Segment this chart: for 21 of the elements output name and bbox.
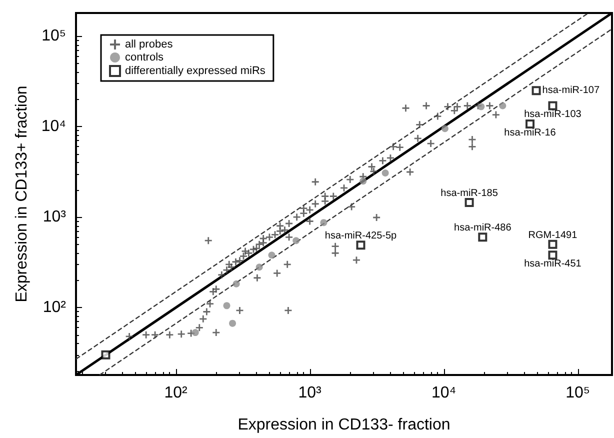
x-tick-label: 10²: [164, 384, 188, 402]
legend-label: controls: [125, 52, 164, 64]
annotation: hsa-miR-451: [524, 258, 582, 270]
y-tick-label: 10⁴: [41, 118, 66, 136]
x-tick-label: 10⁵: [566, 384, 590, 402]
x-tick-label: 10⁴: [431, 384, 456, 402]
x-axis-title: Expression in CD133- fraction: [238, 416, 450, 434]
y-tick-label: 10²: [42, 299, 67, 316]
annotation: hsa-miR-425-5p: [324, 230, 398, 242]
annotation: hsa-miR-103: [524, 109, 582, 120]
y-tick-label: 10⁵: [42, 28, 66, 45]
annotation: RGM-1491: [528, 230, 578, 241]
legend-label: all probes: [125, 38, 174, 50]
legend-label: differentially expressed miRs: [125, 65, 266, 77]
annotation: hsa-miR-107: [542, 85, 600, 96]
annotation: hsa-miR-16: [504, 127, 556, 138]
x-tick-label: 10³: [298, 384, 322, 402]
y-tick-label: 10³: [42, 208, 67, 226]
y-axis-title: Expression in CD133+ fraction: [14, 86, 30, 302]
annotation: hsa-miR-185: [440, 188, 498, 199]
annotation: hsa-miR-486: [454, 222, 512, 234]
